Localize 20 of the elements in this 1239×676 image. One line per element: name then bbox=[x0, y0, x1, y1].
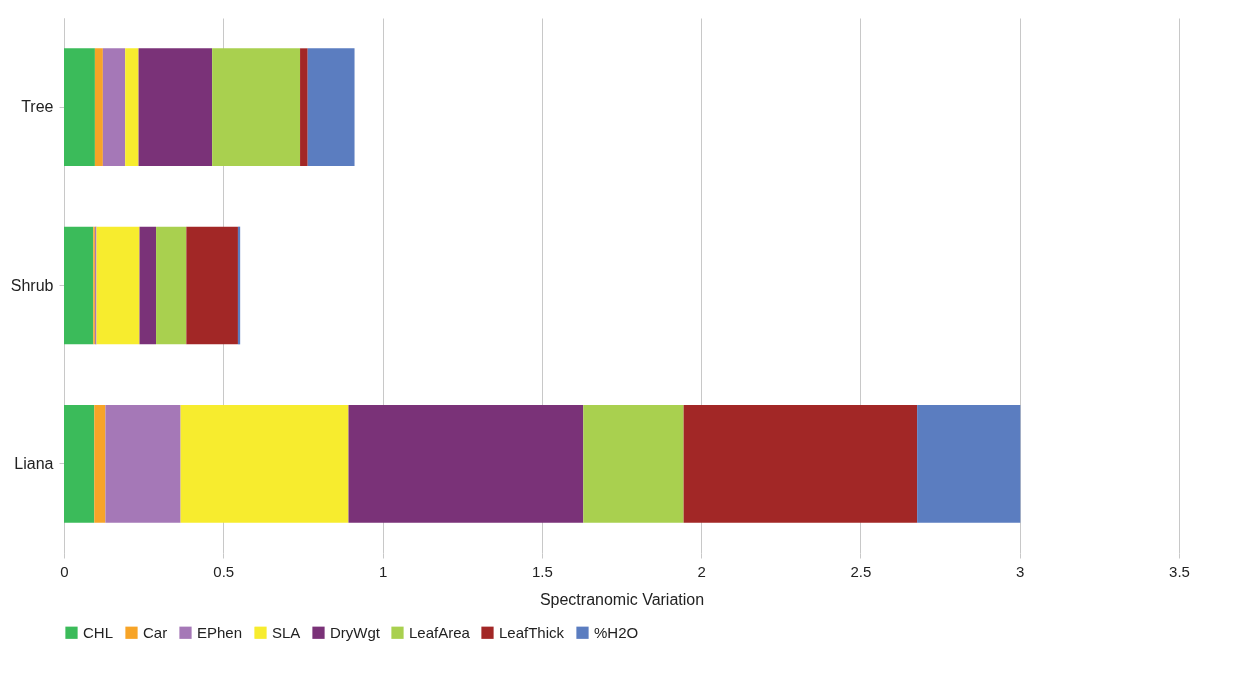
y-tick-label: Liana bbox=[14, 454, 54, 472]
legend-label: %H2O bbox=[594, 623, 639, 641]
x-tick-label: 2 bbox=[697, 562, 706, 580]
legend-label: CHL bbox=[83, 623, 114, 641]
x-tick-label: 2.5 bbox=[850, 562, 872, 580]
x-tick-label: 0.5 bbox=[213, 562, 235, 580]
x-tick-label: 3 bbox=[1016, 562, 1025, 580]
legend-label: Car bbox=[143, 623, 168, 641]
y-tick-label: Tree bbox=[21, 98, 54, 116]
legend-label: DryWgt bbox=[330, 623, 381, 641]
legend-label: LeafArea bbox=[409, 623, 471, 641]
x-tick-label: 1.5 bbox=[531, 562, 553, 580]
legend-label: SLA bbox=[272, 623, 301, 641]
legend-label: LeafThick bbox=[499, 623, 565, 641]
x-tick-label: 3.5 bbox=[1169, 562, 1190, 580]
x-tick-label: 1 bbox=[378, 562, 388, 580]
legend-label: EPhen bbox=[197, 623, 243, 641]
x-axis-title: Spectranomic Variation bbox=[539, 590, 705, 608]
y-tick-label: Shrub bbox=[10, 276, 54, 294]
x-tick-label: 0 bbox=[60, 562, 69, 580]
